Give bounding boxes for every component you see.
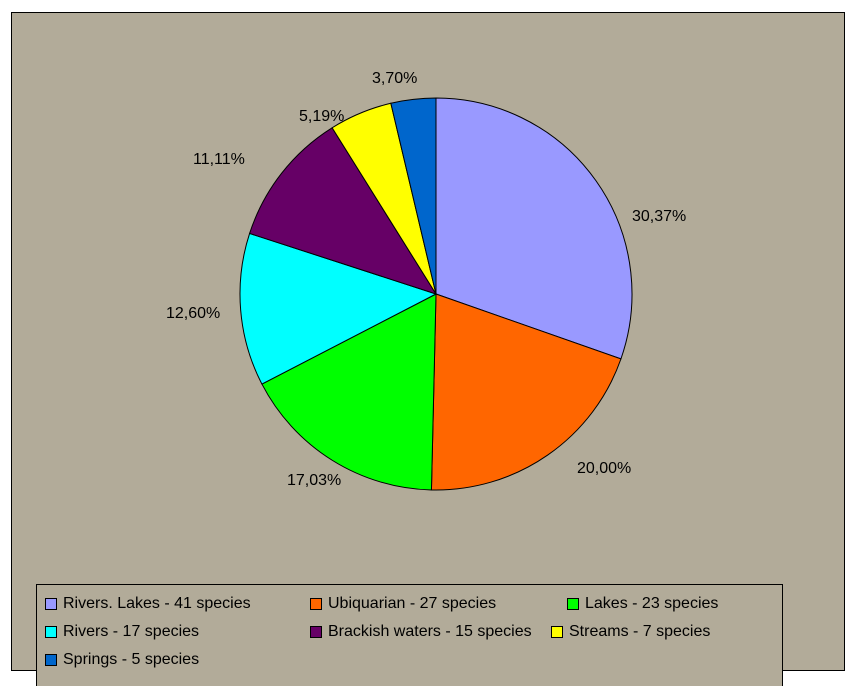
legend-swatch — [310, 598, 322, 610]
legend-item: Rivers. Lakes - 41 species — [45, 595, 251, 613]
legend-item: Streams - 7 species — [551, 623, 710, 641]
pie-slice-5 — [248, 127, 438, 295]
legend-label: Brackish waters - 15 species — [328, 623, 532, 640]
slice-percent-label: 17,03% — [287, 472, 341, 489]
legend-item: Brackish waters - 15 species — [310, 623, 532, 641]
legend-swatch — [45, 626, 57, 638]
slice-percent-label: 20,00% — [577, 460, 631, 477]
slice-percent-label: 11,11% — [193, 151, 245, 168]
legend: Rivers. Lakes - 41 species Ubiquarian - 2… — [36, 584, 783, 686]
legend-label: Ubiquarian - 27 species — [328, 595, 497, 612]
slice-percent-label: 30,37% — [632, 208, 686, 225]
legend-swatch — [567, 598, 579, 610]
legend-swatch — [45, 654, 57, 666]
legend-label: Rivers. Lakes - 41 species — [63, 595, 251, 612]
legend-swatch — [45, 598, 57, 610]
legend-swatch — [551, 626, 563, 638]
pie-slice-7 — [390, 97, 437, 295]
legend-item: Rivers - 17 species — [45, 623, 199, 641]
legend-label: Rivers - 17 species — [63, 623, 200, 640]
legend-swatch — [310, 626, 322, 638]
pie-slice-4 — [239, 232, 438, 385]
legend-label: Springs - 5 species — [63, 651, 200, 668]
pie-slice-3 — [261, 293, 437, 491]
slice-percent-label: 3,70% — [372, 70, 417, 87]
legend-item: Springs - 5 species — [45, 651, 199, 669]
slice-percent-label: 5,19% — [299, 108, 344, 125]
legend-item: Ubiquarian - 27 species — [310, 595, 496, 613]
legend-label: Streams - 7 species — [569, 623, 711, 640]
legend-item: Lakes - 23 species — [567, 595, 718, 613]
legend-label: Lakes - 23 species — [585, 595, 719, 612]
slice-percent-label: 12,60% — [166, 305, 220, 322]
pie-slice-1 — [435, 97, 633, 360]
pie-chart: 30,37% 20,00% 17,03% 12,60% 11,11% 5,19% 3,70% — [166, 70, 686, 491]
pie-slice-2 — [430, 293, 622, 491]
chart-area: 30,37% 20,00% 17,03% 12,60% 11,11% 5,19% 3,70%… — [11, 12, 845, 686]
